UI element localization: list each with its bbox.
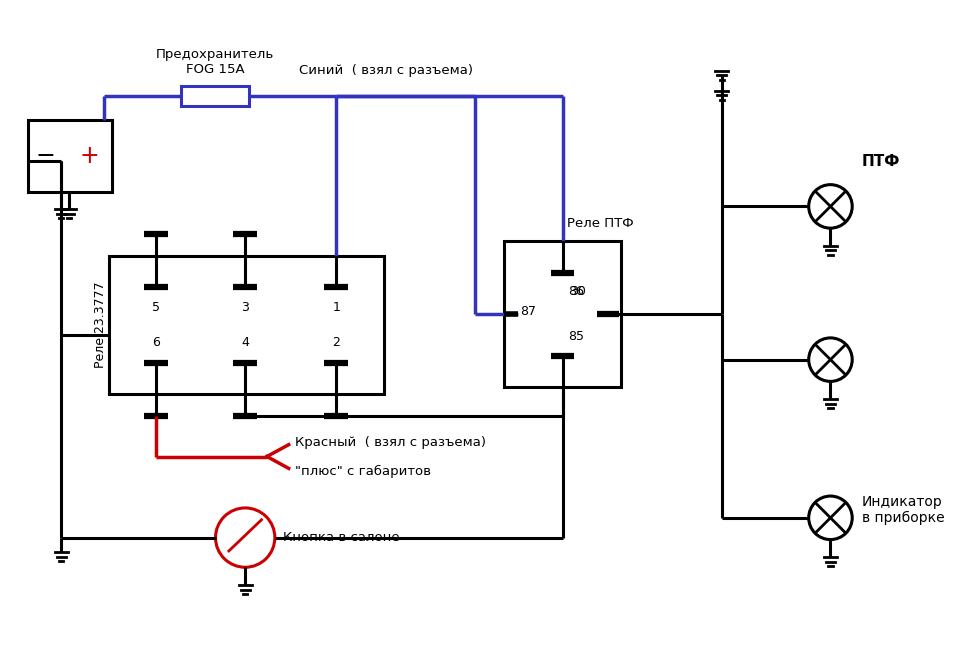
Text: Синий  ( взял с разъема): Синий ( взял с разъема) — [299, 64, 473, 77]
Bar — [181, 86, 249, 106]
Text: 2: 2 — [332, 336, 340, 349]
Text: Индикатор
в приборке: Индикатор в приборке — [861, 495, 944, 525]
Bar — [28, 121, 111, 192]
Text: 4: 4 — [241, 336, 249, 349]
Text: 87: 87 — [520, 305, 535, 318]
Bar — [109, 256, 383, 394]
Text: +: + — [79, 144, 99, 168]
Text: Красный  ( взял с разъема): Красный ( взял с разъема) — [294, 436, 485, 449]
Text: Реле ПТФ: Реле ПТФ — [567, 216, 633, 230]
Text: 30: 30 — [570, 285, 585, 298]
Text: "плюс" с габаритов: "плюс" с габаритов — [294, 464, 431, 478]
Text: 6: 6 — [152, 336, 160, 349]
Text: 1: 1 — [332, 301, 340, 314]
Bar — [504, 241, 620, 387]
Text: Предохранитель
FOG 15A: Предохранитель FOG 15A — [156, 48, 274, 76]
Text: Реле 23.3777: Реле 23.3777 — [94, 281, 108, 369]
Text: −: − — [36, 144, 56, 168]
Text: Кнопка в салоне: Кнопка в салоне — [283, 531, 399, 544]
Text: 5: 5 — [152, 301, 160, 314]
Text: 3: 3 — [241, 301, 249, 314]
Text: ПТФ: ПТФ — [861, 154, 899, 169]
Text: 86: 86 — [568, 285, 583, 298]
Text: 85: 85 — [568, 330, 584, 343]
